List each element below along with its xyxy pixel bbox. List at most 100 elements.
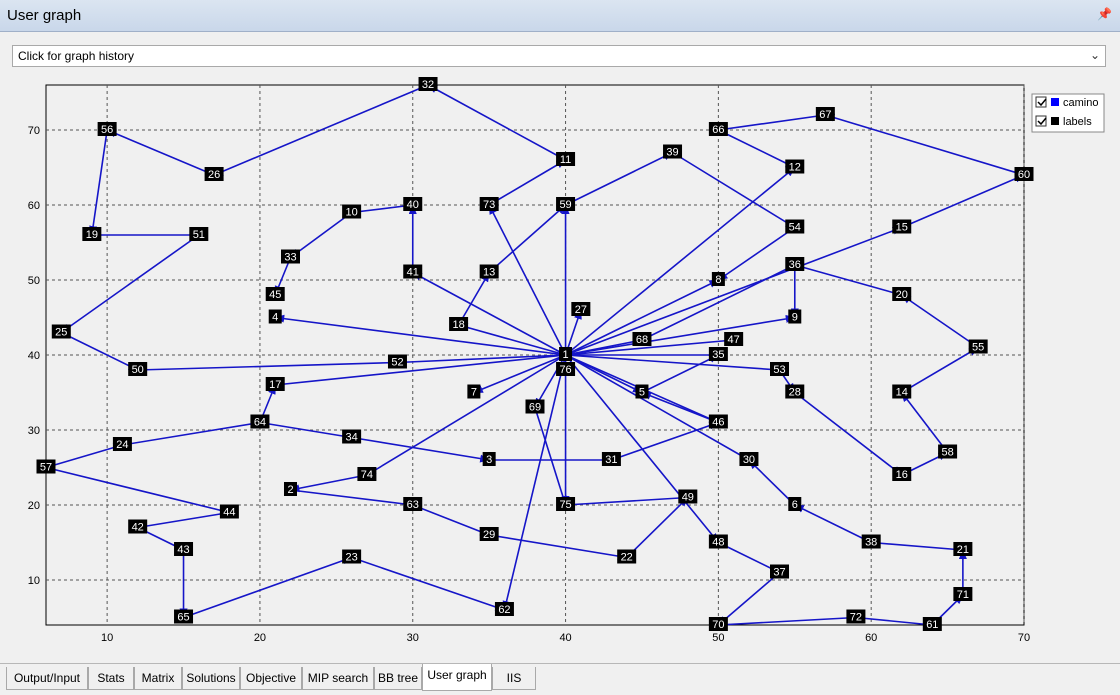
node-label-box: [494, 602, 514, 616]
node-label-box: [265, 377, 285, 391]
graph-node: 64: [250, 414, 270, 429]
node-label: 35: [712, 349, 724, 361]
graph-node: 39: [663, 144, 683, 159]
node-label: 51: [193, 229, 205, 241]
graph-edge: [396, 354, 566, 367]
graph-node: 5: [635, 384, 649, 399]
node-label-box: [403, 497, 423, 511]
tab-bb-tree[interactable]: BB tree: [374, 667, 422, 690]
node-label: 21: [957, 544, 969, 556]
node-label: 17: [269, 379, 281, 391]
node-label-box: [708, 534, 728, 549]
node-label: 54: [789, 222, 801, 234]
graph-node: 16: [892, 467, 912, 481]
graph-edge: [717, 571, 781, 626]
node-label-box: [482, 452, 496, 466]
node-label-box: [36, 459, 56, 474]
node-label-box: [128, 519, 148, 534]
graph-node: 65: [174, 609, 194, 624]
graph-node: 31: [601, 452, 621, 466]
axis-ticks: 10 20 30 40 50 60 70 10 20 30 40 50 60 70: [28, 125, 1030, 644]
legend-label: camino: [1063, 97, 1098, 109]
graph-node: 9: [788, 309, 802, 324]
graph-node: 56: [97, 122, 117, 136]
graph-node: 71: [953, 587, 973, 601]
graph-edge: [457, 271, 490, 326]
tab-mip-search[interactable]: MIP search: [302, 667, 374, 690]
graph-edge: [489, 534, 628, 560]
legend-swatch: [1051, 117, 1059, 125]
node-label: 33: [284, 252, 296, 264]
graph-edge: [565, 226, 903, 356]
graph-node: 49: [678, 489, 698, 504]
node-label-box: [788, 309, 802, 324]
node-label: 5: [639, 387, 645, 399]
node-label: 1: [563, 349, 569, 361]
node-label-box: [403, 264, 423, 279]
graph-edge: [793, 263, 902, 296]
node-label-box: [953, 587, 973, 601]
graph-node: 25: [51, 324, 71, 339]
graph-edges: [45, 84, 1025, 629]
graph-edge: [870, 539, 963, 551]
node-label: 64: [254, 417, 266, 429]
graph-nodes: 1234567891011121314151617181920212223242…: [36, 77, 1034, 631]
bottom-tab-bar: Output/Input Stats Matrix Solutions Objectiv…: [0, 663, 1120, 695]
check-icon: [1037, 117, 1047, 126]
graph-node: 11: [556, 152, 576, 166]
node-label-box: [708, 347, 728, 361]
graph-edge: [565, 315, 796, 356]
tab-objective[interactable]: Objective: [240, 667, 302, 690]
graph-node: 40: [403, 197, 423, 211]
node-label: 27: [575, 304, 587, 316]
node-label: 47: [728, 334, 740, 346]
graph-node: 30: [739, 452, 759, 466]
pin-icon[interactable]: 📌: [1097, 7, 1112, 21]
graph-node: 32: [418, 77, 438, 91]
graph-node: 60: [1014, 167, 1034, 181]
graph-node: 62: [494, 602, 514, 616]
node-label-box: [892, 287, 912, 301]
tab-solutions[interactable]: Solutions: [182, 667, 240, 690]
graph-edge: [366, 354, 566, 476]
graph-history-dropdown[interactable]: Click for graph history ⌄: [12, 45, 1106, 67]
tab-matrix[interactable]: Matrix: [134, 667, 182, 690]
y-tick-label: 70: [28, 125, 40, 137]
graph-node: 68: [632, 332, 652, 346]
graph-edge: [502, 354, 567, 611]
graph-node: 22: [617, 549, 637, 564]
graph-edge: [824, 113, 1025, 176]
graph-node: 45: [265, 287, 285, 301]
node-label-box: [663, 144, 683, 159]
node-label-box: [97, 122, 117, 136]
node-label-box: [357, 467, 377, 481]
y-tick-label: 30: [28, 425, 40, 437]
node-label-box: [281, 249, 300, 264]
node-label: 43: [177, 544, 189, 556]
node-label: 11: [560, 154, 571, 166]
tab-iis[interactable]: IIS: [492, 667, 536, 690]
graph-edge: [472, 354, 566, 394]
tab-output-input[interactable]: Output/Input: [6, 667, 88, 690]
node-label: 48: [712, 537, 724, 549]
graph-edge: [641, 354, 720, 394]
graph-edge: [106, 129, 215, 176]
node-label-box: [892, 219, 912, 234]
chevron-down-icon[interactable]: ⌄: [1089, 48, 1100, 62]
legend-checkbox[interactable]: [1035, 115, 1047, 127]
node-label: 65: [177, 612, 189, 624]
graph-node: 46: [708, 414, 728, 429]
x-tick-label: 60: [865, 632, 877, 644]
tab-user-graph[interactable]: User graph: [422, 664, 492, 691]
node-label: 46: [712, 417, 724, 429]
node-label: 4: [272, 312, 278, 324]
node-label-box: [770, 564, 789, 579]
node-label: 19: [86, 229, 98, 241]
graph-edge: [289, 474, 368, 493]
graph-edge: [641, 391, 719, 424]
legend-checkbox[interactable]: [1035, 96, 1047, 108]
graph-node: 6: [788, 497, 802, 511]
tab-stats[interactable]: Stats: [88, 667, 134, 690]
node-label-box: [635, 384, 649, 399]
node-label: 62: [498, 604, 510, 616]
